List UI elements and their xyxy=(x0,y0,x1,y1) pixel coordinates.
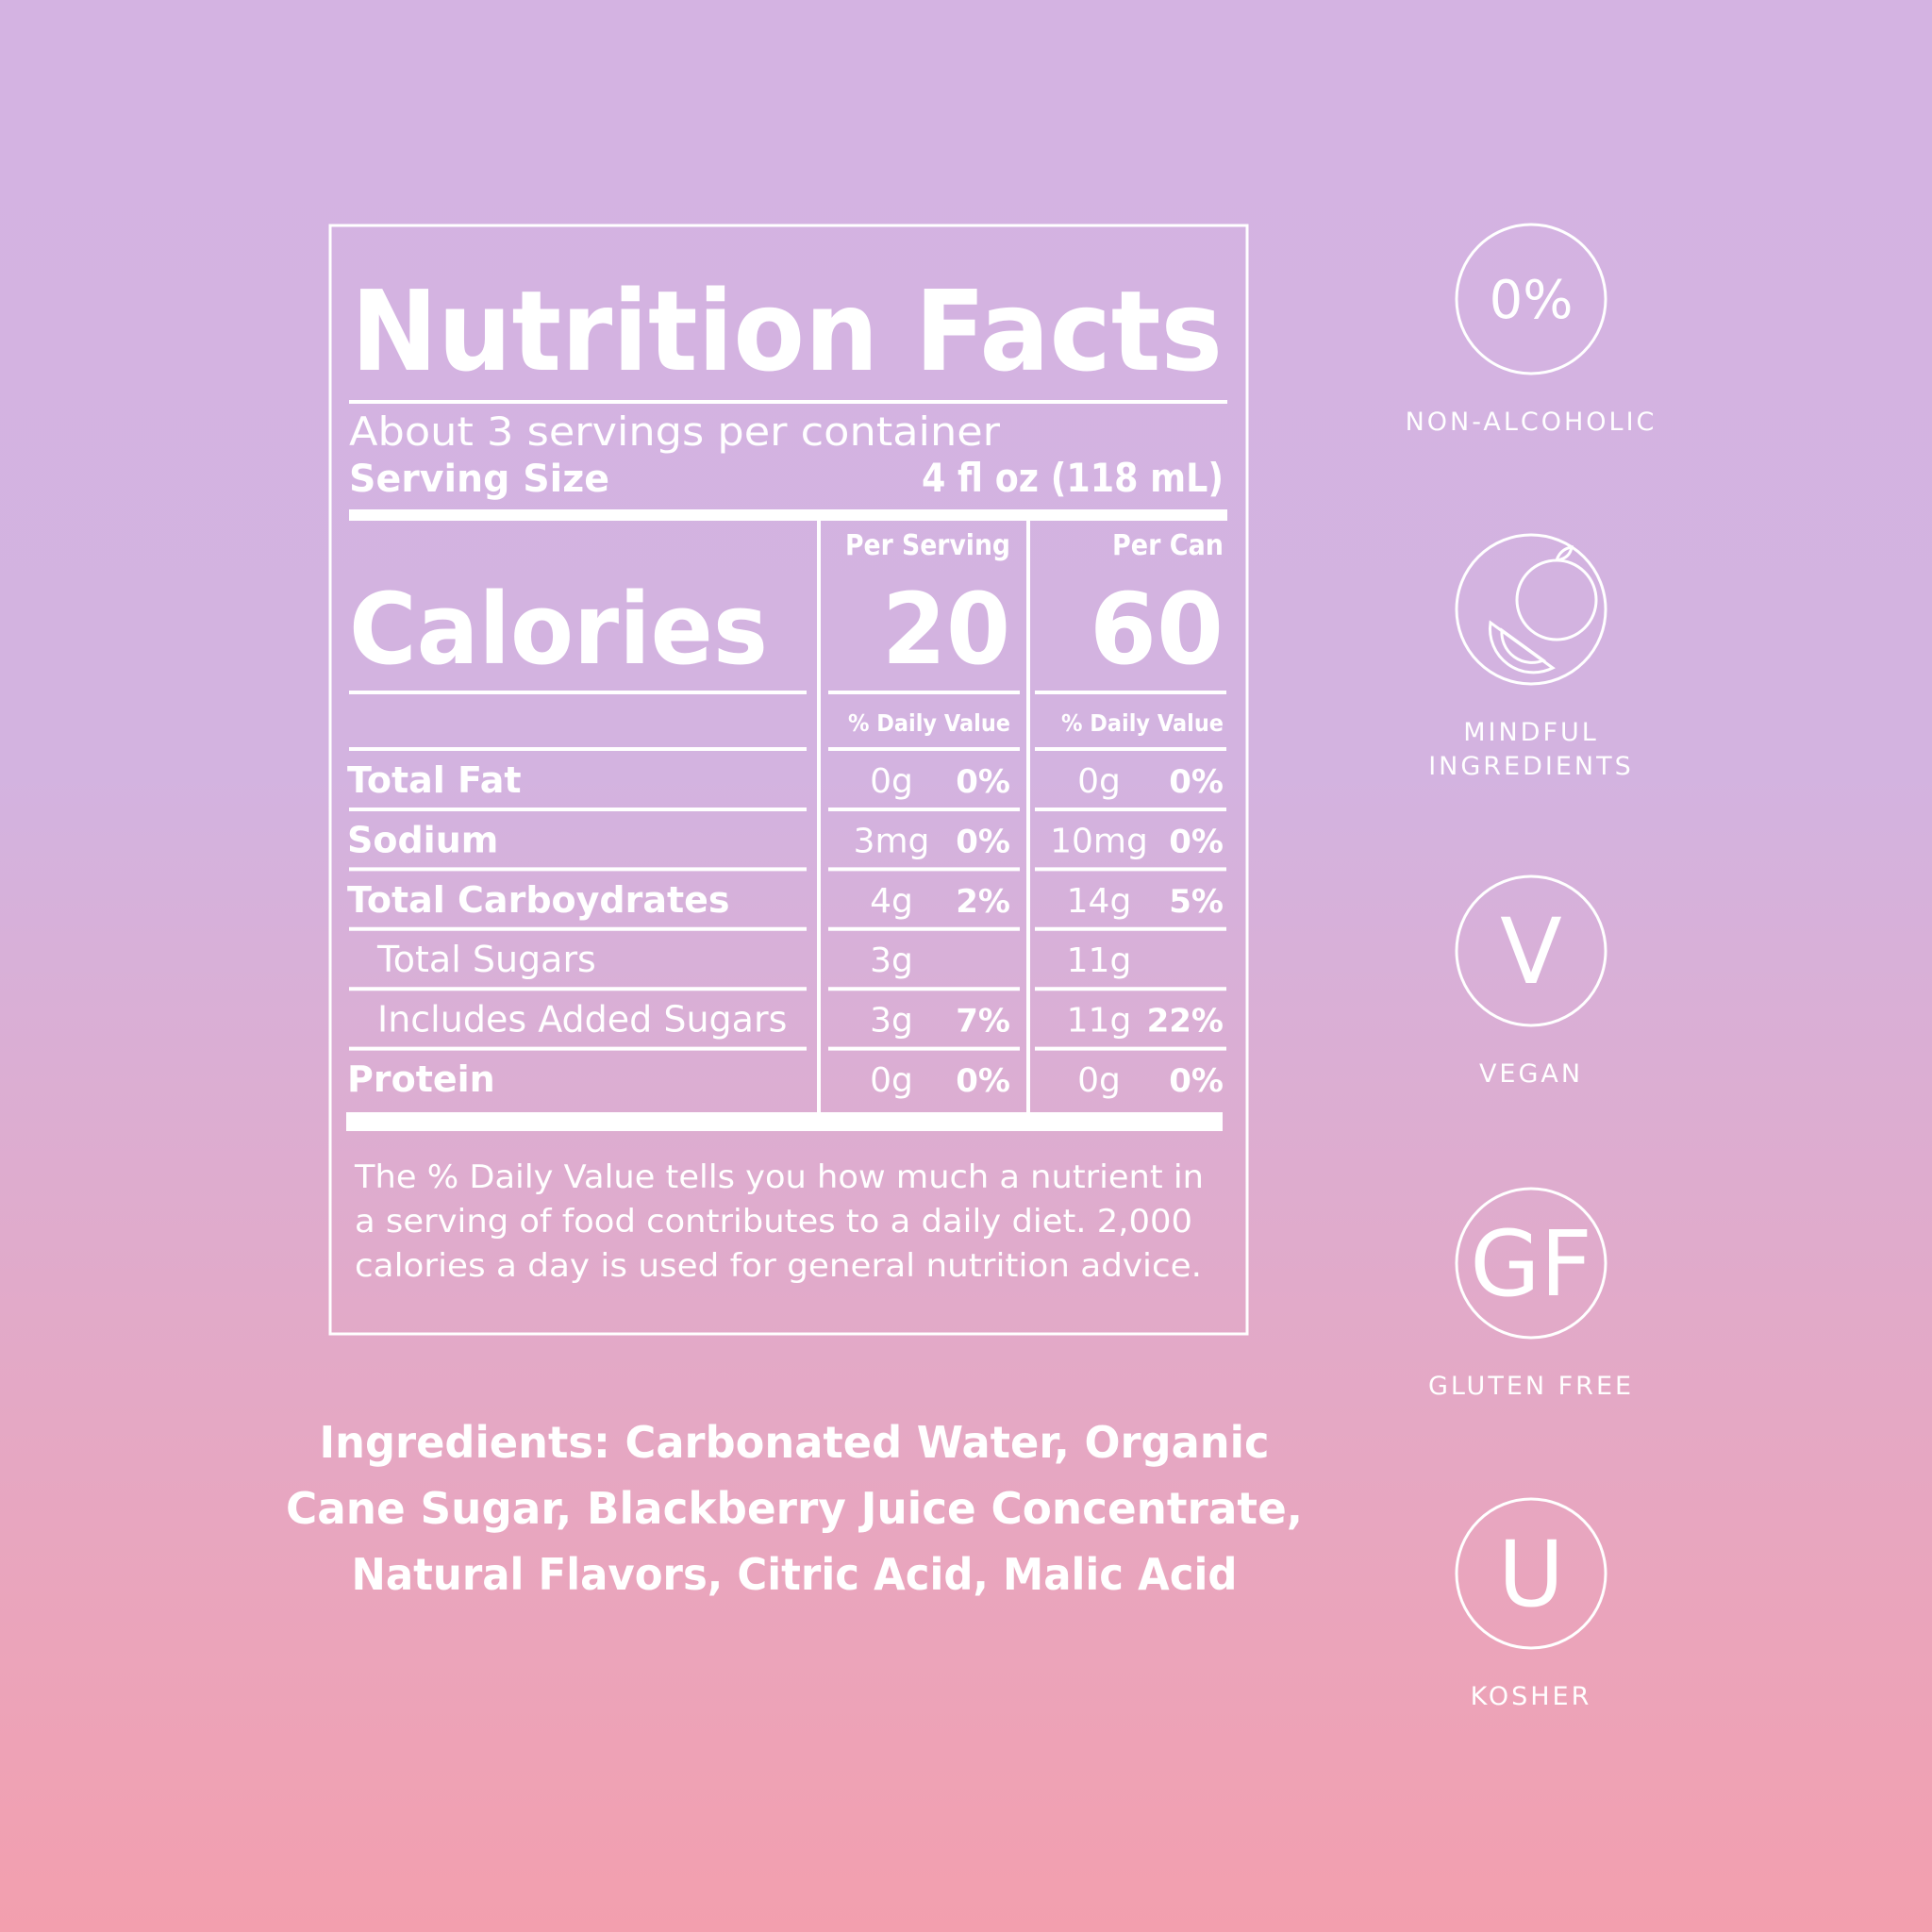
daily-value: 0% xyxy=(1169,823,1224,860)
servings: About 3 servings per container xyxy=(349,408,1001,455)
badge-label: VEGAN xyxy=(1479,1059,1583,1089)
label-frame xyxy=(328,224,1249,1336)
title: Nutrition Facts xyxy=(351,266,1223,396)
nutrient-name: Total Sugars xyxy=(376,939,596,980)
daily-value: 0% xyxy=(956,823,1010,860)
calories-value: 20 xyxy=(882,572,1010,687)
amount: 14g xyxy=(1067,882,1132,921)
nutrient-name: Includes Added Sugars xyxy=(377,999,787,1041)
column-heading: Per Serving xyxy=(845,529,1010,562)
badge-symbol: U xyxy=(1498,1522,1564,1627)
serving-size-label: Serving Size xyxy=(349,458,609,501)
daily-value: 2% xyxy=(956,883,1010,921)
badge-label: INGREDIENTS xyxy=(1428,752,1634,781)
amount: 3g xyxy=(870,941,913,980)
badge-label: KOSHER xyxy=(1471,1682,1592,1711)
footnote-line: The % Daily Value tells you how much a n… xyxy=(354,1158,1204,1196)
amount: 0g xyxy=(870,762,913,801)
badge-symbol: V xyxy=(1500,899,1562,1005)
footnote-line: calories a day is used for general nutri… xyxy=(355,1247,1202,1285)
badge-circle xyxy=(1455,533,1607,686)
amount: 3g xyxy=(870,1002,913,1041)
amount: 4g xyxy=(870,882,913,921)
amount: 10mg xyxy=(1050,822,1148,860)
footnote-line: a serving of food contributes to a daily… xyxy=(355,1203,1192,1241)
thick-bar xyxy=(349,509,1227,521)
calories-label: Calories xyxy=(349,572,768,687)
badge-circle xyxy=(1455,1497,1607,1650)
badge-circle xyxy=(1455,1187,1607,1340)
amount: 0g xyxy=(1077,762,1121,801)
nutrient-name: Total Fat xyxy=(347,759,522,801)
daily-value: 0% xyxy=(1169,1062,1224,1100)
badge-circle xyxy=(1455,223,1607,375)
nutrient-name: Sodium xyxy=(347,819,498,860)
badge-symbol: 0% xyxy=(1490,270,1574,331)
nutrient-name: Total Carboydrates xyxy=(347,879,730,921)
daily-value: 22% xyxy=(1147,1003,1224,1041)
badge-label: GLUTEN FREE xyxy=(1428,1372,1634,1401)
daily-value: 0% xyxy=(956,763,1010,801)
serving-size: 4 fl oz (118 mL) xyxy=(922,455,1224,501)
badge-symbol: GF xyxy=(1470,1211,1592,1317)
bottom-bar xyxy=(346,1112,1223,1131)
ingredients-line: Ingredients: Carbonated Water, Organic xyxy=(320,1417,1270,1468)
daily-value: 7% xyxy=(956,1003,1010,1041)
daily-value: 0% xyxy=(956,1062,1010,1100)
amount: 0g xyxy=(870,1061,913,1100)
amount: 0g xyxy=(1077,1061,1121,1100)
amount: 11g xyxy=(1067,941,1132,980)
column-heading: Per Can xyxy=(1112,529,1224,562)
badge-label: MINDFUL xyxy=(1463,718,1599,747)
badge-label: NON-ALCOHOLIC xyxy=(1406,408,1657,437)
ingredients-line: Cane Sugar, Blackberry Juice Concentrate… xyxy=(286,1483,1303,1534)
daily-value: 5% xyxy=(1169,883,1224,921)
amount: 11g xyxy=(1067,1002,1132,1041)
nutrient-name: Protein xyxy=(347,1058,495,1100)
daily-value: 0% xyxy=(1169,763,1224,801)
dv-heading: % Daily Value xyxy=(1061,709,1224,737)
calories-value: 60 xyxy=(1090,572,1224,687)
ingredients-line: Natural Flavors, Citric Acid, Malic Acid xyxy=(352,1549,1238,1600)
amount: 3mg xyxy=(854,822,930,860)
badge-circle xyxy=(1455,874,1607,1027)
dv-heading: % Daily Value xyxy=(848,709,1010,737)
